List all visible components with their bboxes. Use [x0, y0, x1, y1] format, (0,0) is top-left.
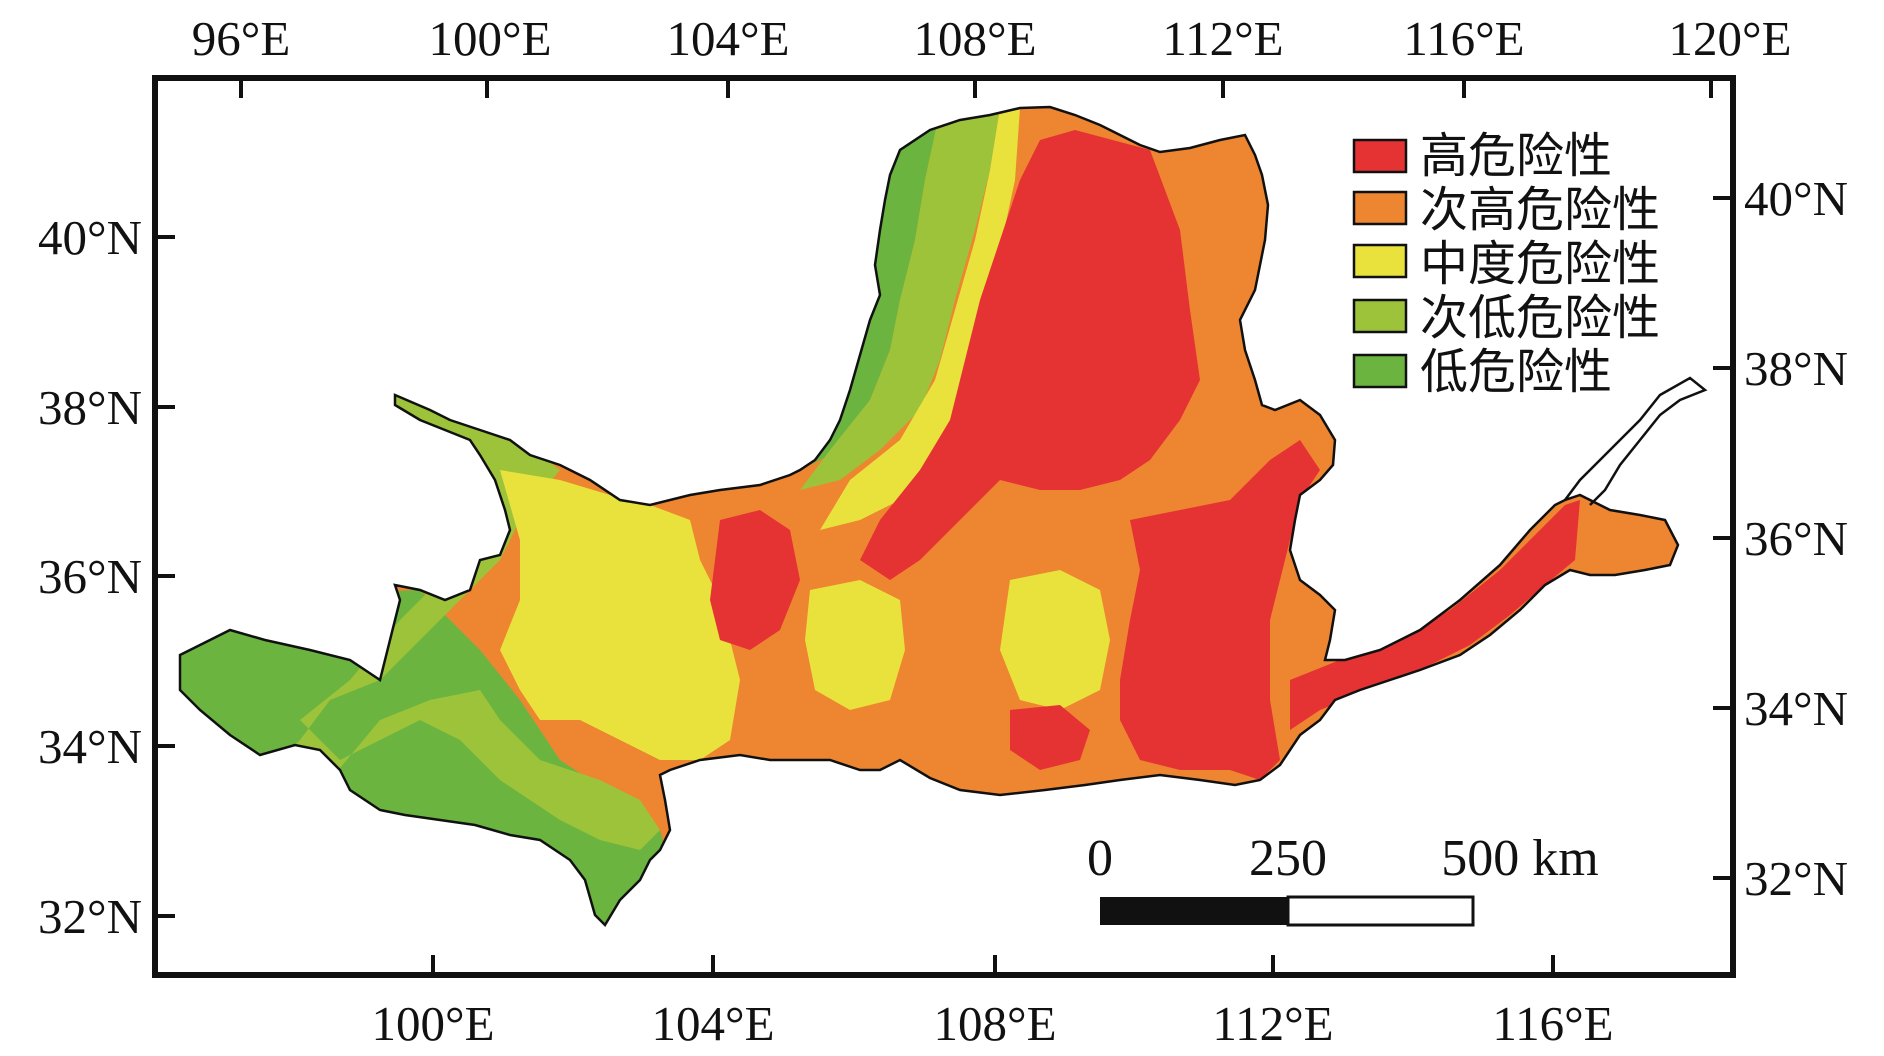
scale-bar-light-segment	[1286, 895, 1475, 927]
scale-bar-dark-segment	[1100, 897, 1288, 925]
left-lat-label: 32°N	[38, 889, 142, 944]
bottom-lon-label: 104°E	[651, 996, 774, 1051]
legend-label-moderate: 中度危险性	[1420, 236, 1660, 292]
zone-moderate-central-a	[805, 580, 905, 710]
zone-moderate-west	[500, 470, 740, 760]
top-lon-label: 116°E	[1403, 11, 1524, 66]
left-lat-label: 38°N	[38, 380, 142, 435]
top-lon-labels: 96°E 100°E 104°E 108°E 112°E 116°E 120°E	[192, 11, 1792, 66]
zone-sub-low-north	[800, 108, 1000, 490]
zone-high-lower-stream	[1290, 500, 1580, 730]
zone-high-cluster	[1010, 705, 1090, 770]
scale-label-0: 0	[1087, 830, 1113, 887]
legend-label-sub-high: 次高危险性	[1420, 182, 1660, 238]
bottom-lon-label: 100°E	[371, 996, 494, 1051]
river-mouth-outline	[1564, 376, 1708, 506]
zone-high-west-central	[710, 510, 800, 650]
red-swatch-icon	[1352, 138, 1408, 174]
right-lat-label: 36°N	[1744, 511, 1848, 566]
right-lat-label: 34°N	[1744, 681, 1848, 736]
legend-label-low: 低危险性	[1420, 344, 1612, 400]
top-ticks	[239, 78, 1713, 98]
top-lon-label: 112°E	[1162, 11, 1283, 66]
orange-swatch-icon	[1352, 190, 1408, 226]
left-ticks	[155, 235, 175, 918]
light-green-swatch-icon	[1352, 298, 1408, 334]
legend-label-high: 高危险性	[1420, 128, 1612, 184]
right-ticks	[1713, 196, 1733, 880]
top-lon-label: 96°E	[192, 11, 291, 66]
right-lat-label: 38°N	[1744, 341, 1848, 396]
zone-sub-low-west	[280, 380, 660, 850]
bottom-lon-labels: 100°E 104°E 108°E 112°E 116°E	[371, 996, 1613, 1051]
right-lat-labels: 40°N 38°N 36°N 34°N 32°N	[1744, 171, 1848, 906]
left-lat-labels: 40°N 38°N 36°N 34°N 32°N	[38, 210, 142, 944]
zone-high-central	[860, 130, 1200, 580]
basin-outline	[178, 105, 1680, 928]
green-swatch-icon	[1352, 353, 1408, 389]
top-lon-label: 108°E	[913, 11, 1036, 66]
zone-moderate-central-b	[1000, 570, 1110, 710]
top-lon-label: 120°E	[1668, 11, 1791, 66]
bottom-lon-label: 116°E	[1492, 996, 1613, 1051]
legend: 高危险性 次高危险性 中度危险性 次低危险性 低危险性	[1352, 128, 1660, 400]
right-lat-label: 40°N	[1744, 171, 1848, 226]
left-lat-label: 40°N	[38, 210, 142, 265]
right-lat-label: 32°N	[1744, 851, 1848, 906]
legend-label-sub-low: 次低危险性	[1420, 290, 1660, 346]
bottom-lon-label: 108°E	[933, 996, 1056, 1051]
scale-label-500: 500 km	[1441, 830, 1598, 887]
top-lon-label: 100°E	[428, 11, 551, 66]
bottom-ticks	[431, 955, 1555, 975]
zone-low-north	[780, 107, 940, 470]
left-lat-label: 36°N	[38, 549, 142, 604]
zone-high-east	[1120, 440, 1320, 780]
left-lat-label: 34°N	[38, 719, 142, 774]
scale-bar: 0 250 500 km	[1087, 830, 1599, 927]
yellow-swatch-icon	[1352, 243, 1408, 279]
bottom-lon-label: 112°E	[1212, 996, 1333, 1051]
scale-label-250: 250	[1249, 830, 1327, 887]
top-lon-label: 104°E	[666, 11, 789, 66]
